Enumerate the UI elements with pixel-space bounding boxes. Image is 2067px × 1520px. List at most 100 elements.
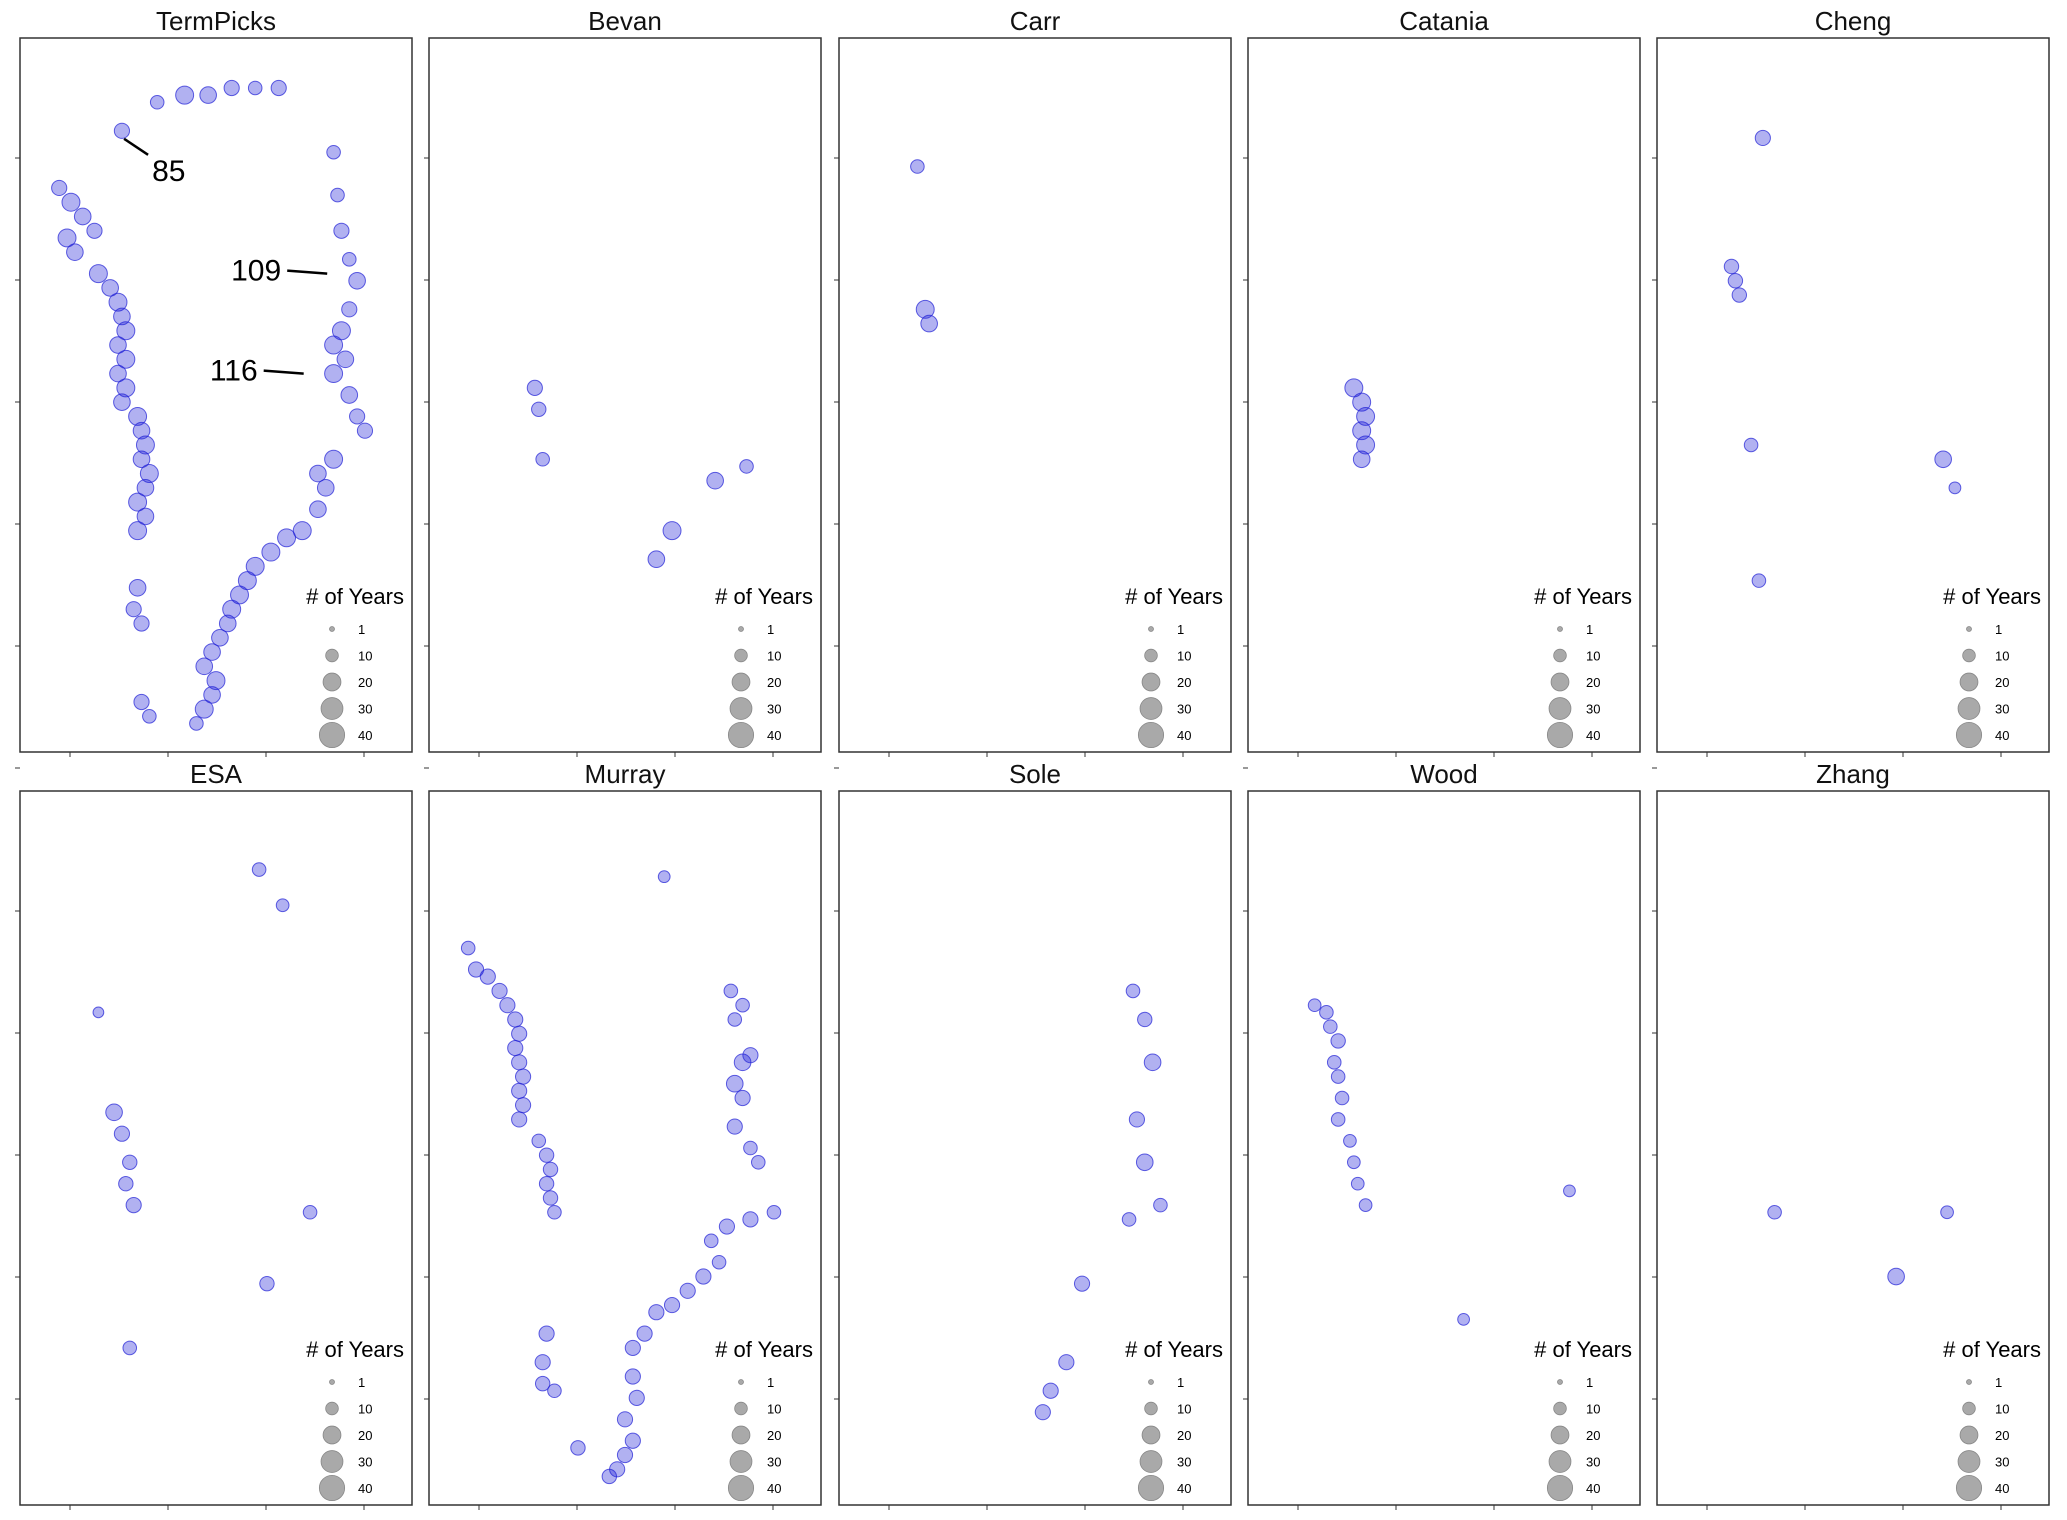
glacier-marker	[132, 450, 151, 469]
legend-title: # of Years	[715, 584, 813, 609]
legend-marker	[1962, 1401, 1976, 1416]
glacier-marker	[292, 521, 312, 541]
glacier-marker	[203, 686, 221, 704]
legend-marker	[1548, 1450, 1572, 1473]
glacier-marker	[735, 997, 750, 1013]
glacier-marker	[616, 1446, 634, 1464]
glacier-marker	[534, 1375, 551, 1392]
map-panel-murray: Murray # of Years 1 10 20 30 40	[424, 759, 822, 1510]
legend-title: # of Years	[1534, 584, 1632, 609]
glacier-marker	[113, 393, 131, 411]
glacier-marker	[616, 1411, 634, 1428]
glacier-marker	[135, 435, 155, 455]
glacier-marker	[1058, 1354, 1075, 1371]
glacier-marker	[324, 449, 344, 469]
glacier-marker	[542, 1161, 559, 1178]
glacier-marker	[1326, 1055, 1342, 1070]
glacier-marker	[128, 521, 148, 541]
glacier-marker	[142, 709, 157, 724]
legend-marker	[320, 697, 344, 720]
glacier-marker	[128, 492, 148, 512]
legend-marker	[1548, 697, 1572, 720]
map-panel-zhang: Zhang # of Years 1 10 20 30 40	[1652, 759, 2050, 1510]
glacier-marker	[316, 479, 335, 497]
glacier-marker	[211, 628, 229, 647]
panel-frame	[1656, 790, 2050, 1506]
legend-marker	[731, 672, 751, 692]
legend-label: 10	[1586, 649, 1600, 664]
panel-title: Murray	[585, 759, 666, 789]
glacier-marker	[1948, 481, 1962, 495]
glacier-marker	[277, 528, 297, 548]
glacier-marker	[743, 1140, 758, 1156]
legend-marker	[1557, 1379, 1563, 1385]
legend-label: 1	[767, 1375, 774, 1390]
legend-marker	[1557, 626, 1563, 632]
legend-marker	[318, 721, 346, 749]
legend-marker	[1959, 672, 1979, 692]
legend-marker	[1966, 626, 1972, 632]
panel-frame	[19, 790, 413, 1506]
legend-marker	[1546, 721, 1574, 749]
glacier-marker	[1727, 273, 1744, 289]
glacier-marker	[1352, 450, 1371, 469]
glacier-marker	[326, 144, 341, 160]
glacier-marker	[1343, 1134, 1357, 1148]
glacier-marker	[118, 1176, 134, 1192]
legend: # of Years 1 10 20 30 40	[715, 584, 813, 749]
glacier-marker	[136, 507, 155, 526]
glacier-marker	[636, 1325, 653, 1342]
legend: # of Years 1 10 20 30 40	[1943, 1337, 2041, 1502]
legend-title: # of Years	[1125, 1337, 1223, 1362]
legend-marker	[1957, 697, 1981, 720]
legend-marker	[322, 672, 342, 692]
glacier-marker	[275, 898, 290, 913]
legend-label: 30	[1177, 1455, 1191, 1470]
glacier-marker	[711, 1254, 727, 1270]
glacier-marker	[511, 1054, 528, 1071]
legend-label: 10	[767, 1402, 781, 1417]
panel-frame	[428, 790, 822, 1506]
annotation-label: 109	[231, 255, 281, 288]
glacier-marker	[491, 982, 508, 1000]
glacier-marker	[1319, 1005, 1334, 1020]
glacier-marker	[1751, 573, 1767, 588]
glacier-marker	[514, 1068, 532, 1085]
glacier-marker	[108, 292, 128, 312]
glacier-marker	[1334, 1090, 1350, 1106]
glacier-marker	[203, 643, 221, 661]
glacier-marker	[542, 1190, 559, 1206]
map-panel-carr: Carr # of Years 1 10 20 30 40	[834, 6, 1232, 769]
panel-title: Carr	[1010, 6, 1061, 36]
legend-label: 20	[1995, 1428, 2009, 1443]
map-panel-bevan: Bevan # of Years 1 10 20 30 40	[424, 6, 822, 769]
glacier-marker	[624, 1339, 641, 1357]
glacier-marker	[125, 1197, 142, 1214]
glacier-marker	[1330, 1069, 1346, 1084]
legend-marker	[738, 626, 744, 632]
glacier-marker	[73, 207, 92, 226]
glacier-marker	[718, 1218, 736, 1235]
legend-label: 20	[767, 675, 781, 690]
legend-label: 20	[1177, 1428, 1191, 1443]
glacier-marker	[726, 1118, 743, 1135]
glacier-marker	[333, 222, 350, 239]
glacier-marker	[570, 1440, 586, 1456]
glacier-marker	[122, 1340, 138, 1356]
glacier-marker	[194, 699, 214, 719]
legend-title: # of Years	[1125, 584, 1223, 609]
panel-title: Catania	[1399, 6, 1489, 36]
glacier-marker	[1121, 1212, 1137, 1227]
glacier-marker	[324, 364, 344, 384]
panel-title: Sole	[1009, 759, 1061, 789]
glacier-marker	[336, 350, 355, 369]
legend-label: 40	[1995, 728, 2009, 743]
legend-marker	[320, 1450, 344, 1473]
panel-frame	[1656, 37, 2050, 753]
glacier-marker	[113, 122, 131, 139]
glacier-marker	[1330, 1033, 1346, 1049]
panel-frame	[428, 37, 822, 753]
glacier-marker	[206, 671, 226, 691]
legend-marker	[325, 1401, 339, 1416]
glacier-marker	[302, 1204, 318, 1220]
